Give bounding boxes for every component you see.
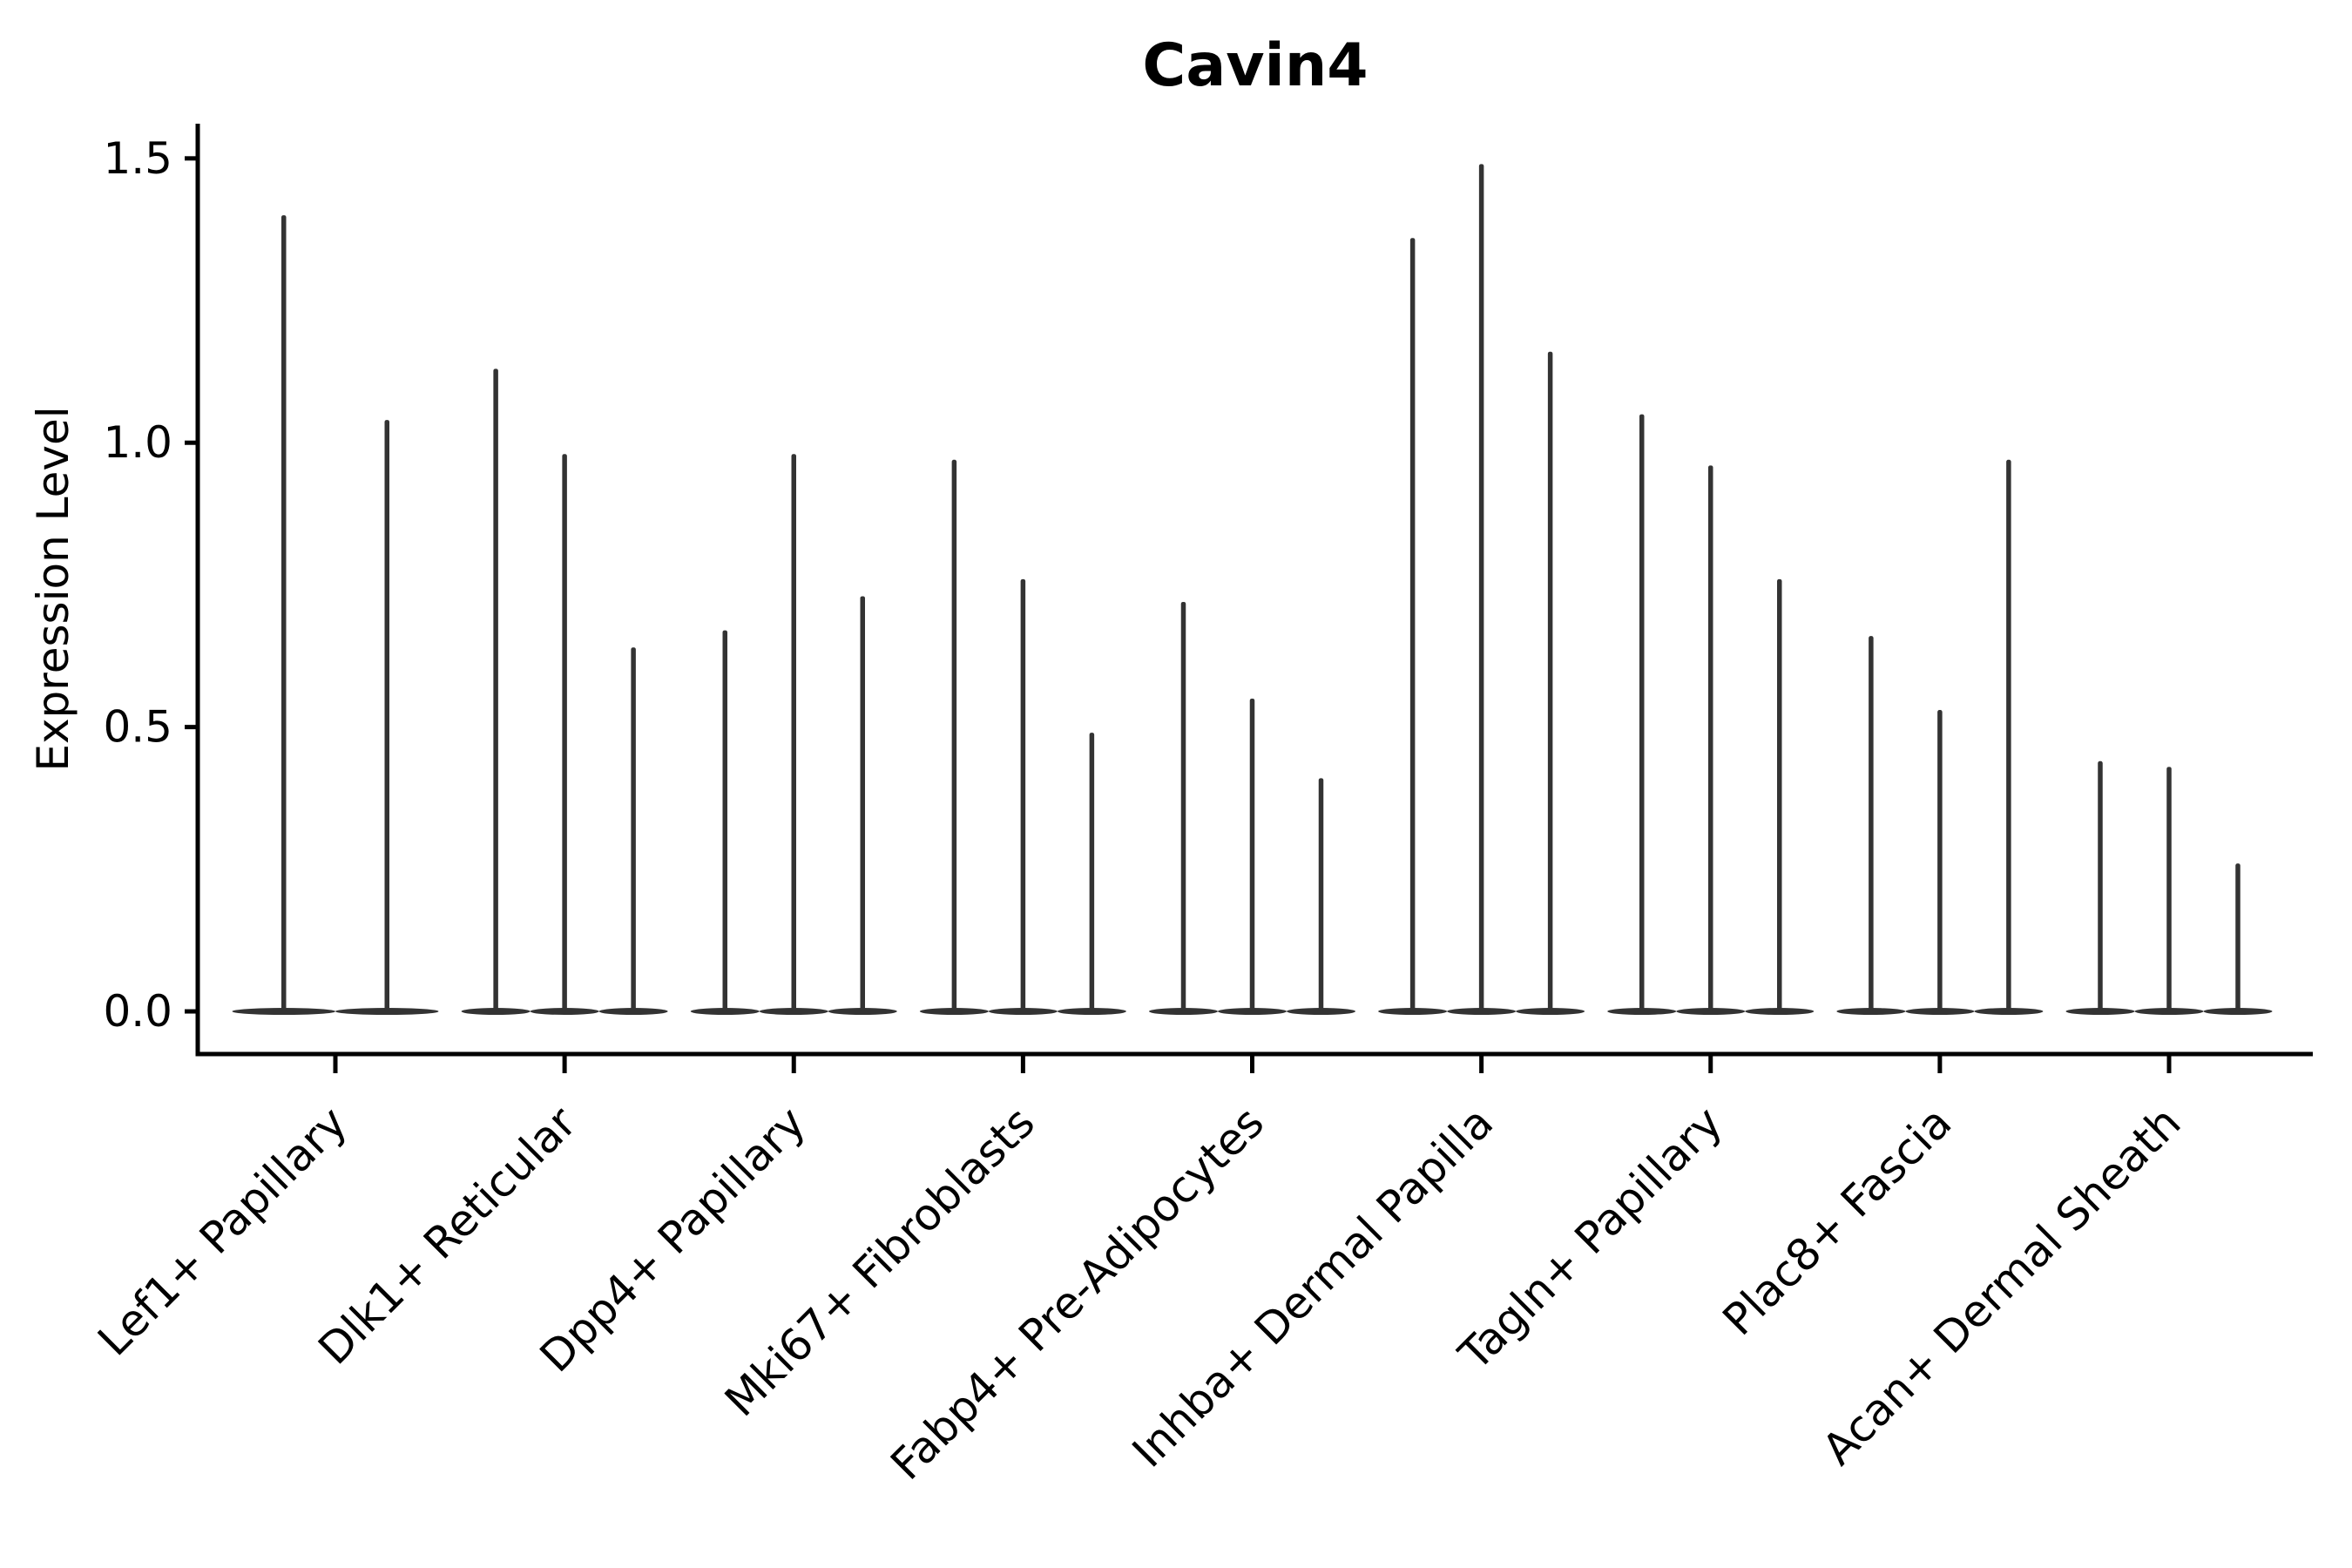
violin xyxy=(1149,602,1218,1016)
violin xyxy=(1905,710,1975,1016)
violin xyxy=(461,368,531,1016)
y-tick-label-layer: 0.0 0.5 1.0 1.5 xyxy=(103,133,172,1037)
violin-spike xyxy=(722,630,727,1012)
violin xyxy=(232,215,335,1016)
violin xyxy=(1676,465,1746,1016)
x-category-label: Fabp4+ Pre-Adipocytes xyxy=(881,1097,1274,1490)
x-category-label: Plac8+ Fascia xyxy=(1713,1097,1962,1345)
violin-layer xyxy=(232,164,2273,1016)
violin-spike xyxy=(860,596,865,1012)
violin xyxy=(1745,578,1815,1016)
violin-spike xyxy=(2098,760,2103,1012)
y-tick-label: 0.5 xyxy=(103,702,172,753)
axes-layer xyxy=(185,124,2313,1073)
violin xyxy=(1447,164,1517,1016)
violin xyxy=(759,454,828,1016)
violin xyxy=(1836,636,1906,1016)
violin-spike xyxy=(1318,778,1324,1012)
violin xyxy=(1974,459,2044,1016)
y-tick-label: 1.0 xyxy=(103,417,172,468)
violin-spike xyxy=(1020,578,1026,1012)
violin-spike xyxy=(1777,578,1782,1012)
violin-spike xyxy=(2006,459,2011,1012)
violin xyxy=(690,630,760,1016)
violin-spike xyxy=(1639,414,1645,1012)
violin xyxy=(2134,767,2204,1016)
y-axis-label: Expression Level xyxy=(28,406,78,771)
violin-spike xyxy=(1180,602,1186,1012)
violin-spike xyxy=(2166,767,2172,1012)
violin xyxy=(1378,238,1448,1016)
violin xyxy=(919,459,989,1016)
violin-spike xyxy=(1478,164,1484,1012)
violin xyxy=(2065,760,2135,1016)
violin-spike xyxy=(1708,465,1713,1012)
y-tick-label: 1.5 xyxy=(103,133,172,184)
violin-spike xyxy=(1937,710,1943,1012)
violin-spike xyxy=(2235,863,2240,1012)
violin-spike xyxy=(951,459,957,1012)
violin-spike xyxy=(1547,351,1553,1012)
violin-spike xyxy=(281,215,287,1012)
y-tick-label: 0.0 xyxy=(103,986,172,1037)
violin-spike xyxy=(384,420,389,1012)
violin xyxy=(828,596,897,1016)
x-category-label: Lef1+ Papillary xyxy=(88,1097,356,1365)
violin xyxy=(2203,863,2273,1016)
violin-spike xyxy=(1089,733,1095,1012)
violin-spike xyxy=(791,454,796,1012)
violin xyxy=(1287,778,1355,1016)
violin-spike xyxy=(1409,238,1416,1012)
violin xyxy=(988,578,1058,1016)
violin xyxy=(530,454,599,1016)
violin xyxy=(598,647,668,1016)
violin-spike xyxy=(562,454,567,1012)
chart-title: Cavin4 xyxy=(1142,31,1368,100)
violin xyxy=(1607,414,1677,1016)
violin-spike xyxy=(493,368,498,1012)
violin xyxy=(1057,733,1126,1016)
violin-spike xyxy=(631,647,636,1012)
violin-spike xyxy=(1869,636,1874,1012)
violin-spike xyxy=(1249,698,1255,1012)
violin xyxy=(335,420,439,1016)
violin xyxy=(1516,351,1585,1016)
violin xyxy=(1218,698,1287,1016)
